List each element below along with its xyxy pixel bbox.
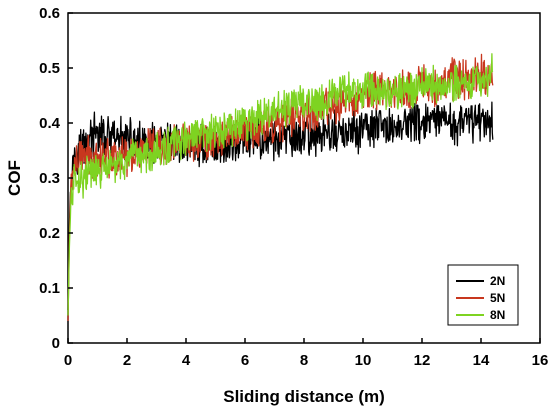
y-axis-title: COF: [5, 160, 24, 196]
x-tick-label: 14: [473, 352, 490, 369]
y-tick-label: 0.4: [39, 115, 61, 132]
series-line-8N: [67, 53, 494, 316]
y-tick-label: 0: [52, 335, 60, 352]
x-tick-label: 0: [64, 352, 72, 369]
x-tick-label: 8: [300, 352, 308, 369]
x-tick-label: 16: [532, 352, 549, 369]
legend-label-2N: 2N: [490, 274, 505, 288]
y-tick-label: 0.1: [39, 280, 60, 297]
x-axis-title: Sliding distance (m): [223, 387, 385, 406]
x-tick-label: 12: [414, 352, 431, 369]
y-tick-label: 0.6: [39, 5, 60, 22]
series-line-5N: [67, 53, 494, 322]
y-tick-label: 0.3: [39, 170, 60, 187]
x-tick-label: 2: [123, 352, 131, 369]
x-tick-label: 10: [355, 352, 372, 369]
x-tick-label: 6: [241, 352, 249, 369]
legend: 2N 5N 8N: [447, 264, 519, 326]
series-layer: [67, 53, 494, 322]
x-tick-label: 4: [182, 352, 191, 369]
legend-label-5N: 5N: [490, 291, 505, 305]
ticks-layer: 0 2 4 6 8 10 12 14 16 0 0.1 0.2 0.3 0.4 0.5 0.6: [39, 5, 548, 369]
legend-label-8N: 8N: [490, 308, 505, 322]
y-tick-label: 0.5: [39, 60, 60, 77]
legend-items: 2N 5N 8N: [456, 274, 505, 322]
y-tick-label: 0.2: [39, 225, 60, 242]
